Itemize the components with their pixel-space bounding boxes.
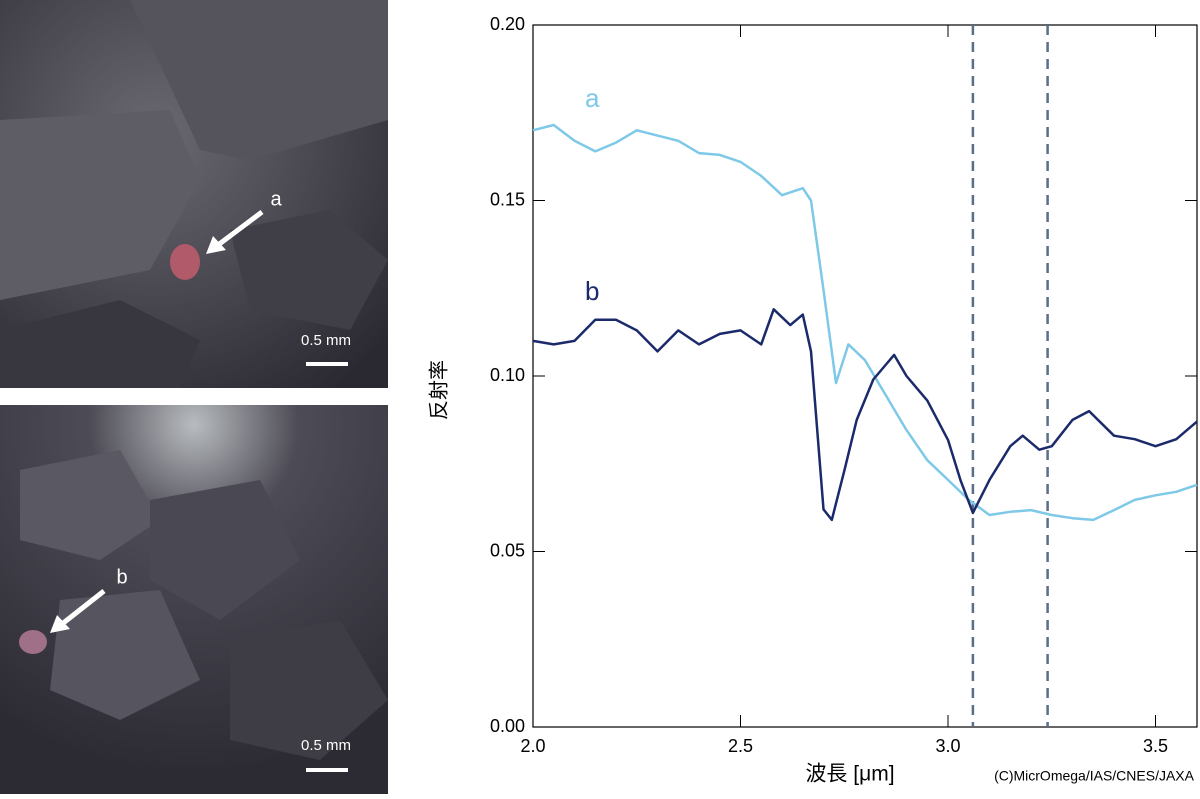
y-tick-label: 0.15: [490, 189, 525, 209]
x-tick-label: 2.0: [520, 736, 545, 756]
series-label: b: [585, 276, 599, 306]
series-line: [532, 308, 1198, 522]
series-label: a: [585, 83, 600, 113]
photo-label: b: [116, 566, 127, 588]
x-tick-label: 2.5: [728, 736, 753, 756]
scale-label: 0.5 mm: [301, 737, 351, 754]
y-tick-label: 0.05: [490, 540, 525, 560]
y-tick-label: 0.20: [490, 14, 525, 34]
y-axis-label: 反射率: [427, 360, 450, 420]
photo-a: [0, 0, 388, 388]
plot: 0.00 0.05 0.10 0.15 0.20 2.0 2.5 3.0 3.5 a b: [490, 14, 1198, 756]
y-tick-label: 0.10: [490, 365, 525, 385]
credit: (C)MicrOmega/IAS/CNES/JAXA: [994, 768, 1195, 784]
x-tick-label: 3.0: [935, 736, 960, 756]
plot-frame: [532, 24, 1198, 728]
y-tick-label: 0.00: [490, 716, 525, 736]
photo-b: [0, 405, 388, 794]
scale-label: 0.5 mm: [301, 332, 351, 349]
x-axis-label: 波長 [μm]: [805, 763, 894, 786]
series-line: [532, 123, 1198, 522]
photo-label: a: [270, 188, 282, 210]
x-tick-label: 3.5: [1143, 736, 1168, 756]
